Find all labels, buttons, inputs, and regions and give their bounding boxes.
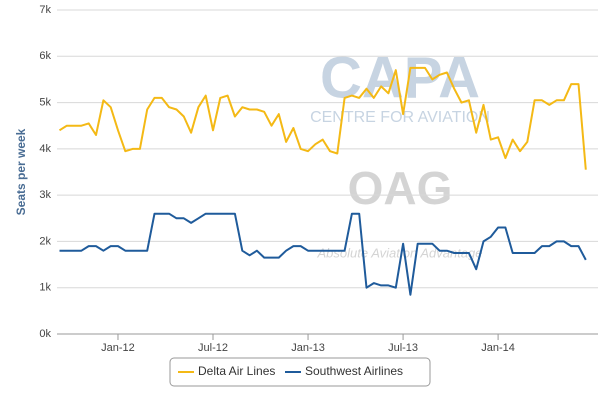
x-tick-label: Jan-13 <box>291 342 325 354</box>
x-tick-label: Jul-13 <box>388 342 418 354</box>
watermark: OAG <box>348 162 453 214</box>
watermark: CENTRE FOR AVIATION <box>310 109 490 126</box>
y-tick-label: 2k <box>39 235 51 247</box>
watermark: Absolute Aviation Advantage <box>316 245 482 260</box>
y-tick-label: 7k <box>39 4 51 16</box>
x-tick-label: Jul-12 <box>198 342 228 354</box>
y-tick-label: 6k <box>39 50 51 62</box>
y-axis-label: Seats per week <box>14 128 28 215</box>
legend-label: Southwest Airlines <box>305 364 403 378</box>
series-line <box>59 212 587 296</box>
legend-label: Delta Air Lines <box>198 364 275 378</box>
y-tick-label: 5k <box>39 96 51 108</box>
y-tick-label: 4k <box>39 143 51 155</box>
y-tick-label: 3k <box>39 189 51 201</box>
y-tick-label: 0k <box>39 328 51 340</box>
y-tick-label: 1k <box>39 282 51 294</box>
x-tick-label: Jan-12 <box>101 342 135 354</box>
x-tick-label: Jan-14 <box>481 342 515 354</box>
series-line <box>58 66 587 170</box>
